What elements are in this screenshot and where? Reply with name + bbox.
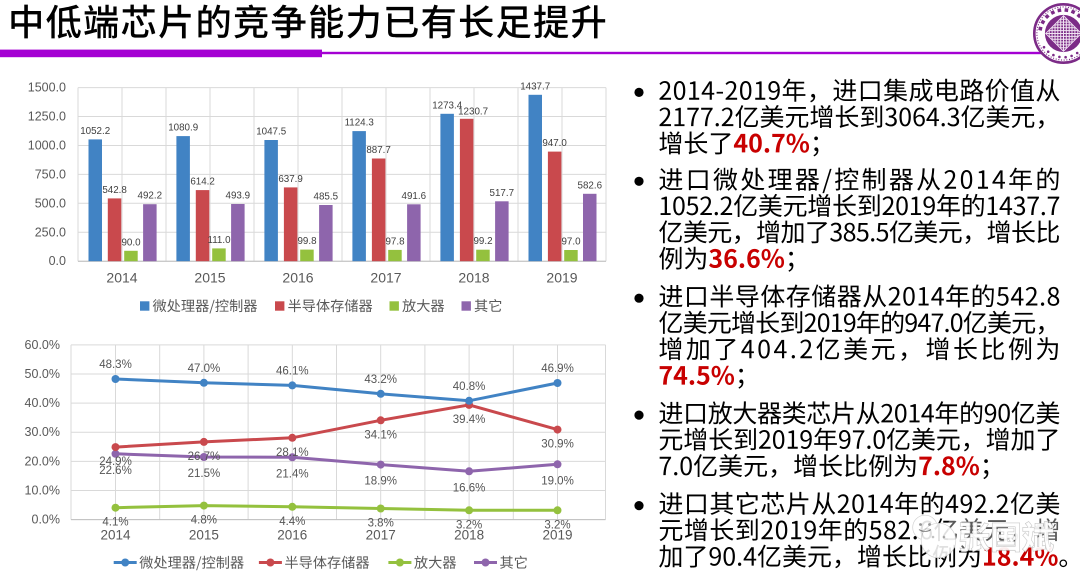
svg-text:19.0%: 19.0% [541, 475, 574, 487]
svg-text:492.2: 492.2 [138, 191, 163, 202]
svg-text:4.4%: 4.4% [279, 516, 305, 528]
svg-text:111.0: 111.0 [207, 235, 231, 246]
svg-text:1250.0: 1250.0 [28, 110, 66, 124]
svg-text:2014: 2014 [106, 270, 137, 286]
svg-text:947.0: 947.0 [542, 138, 567, 149]
svg-text:3.2%: 3.2% [456, 519, 482, 531]
svg-text:26.7%: 26.7% [188, 451, 221, 463]
svg-text:22.6%: 22.6% [99, 465, 132, 477]
svg-text:2017: 2017 [370, 270, 401, 286]
svg-text:2019: 2019 [542, 528, 572, 543]
svg-text:24.9%: 24.9% [99, 456, 132, 468]
svg-text:517.7: 517.7 [490, 188, 515, 199]
svg-text:99.2: 99.2 [473, 236, 492, 247]
svg-text:491.6: 491.6 [402, 191, 427, 202]
svg-text:1052.2: 1052.2 [80, 126, 110, 137]
svg-text:39.4%: 39.4% [453, 414, 486, 426]
svg-text:4.1%: 4.1% [102, 517, 128, 529]
svg-text:493.9: 493.9 [226, 191, 251, 202]
svg-text:250.0: 250.0 [35, 225, 66, 239]
svg-text:614.2: 614.2 [190, 177, 215, 188]
svg-text:48.3%: 48.3% [99, 359, 132, 371]
svg-text:2016: 2016 [277, 528, 307, 543]
svg-text:542.8: 542.8 [102, 185, 127, 196]
svg-text:1500.0: 1500.0 [28, 81, 66, 95]
svg-text:30.9%: 30.9% [541, 439, 574, 451]
svg-text:20.0%: 20.0% [25, 454, 60, 468]
svg-text:28.1%: 28.1% [276, 447, 309, 459]
svg-text:1047.5: 1047.5 [256, 127, 287, 138]
svg-text:50.0%: 50.0% [25, 367, 60, 381]
svg-text:2017: 2017 [366, 528, 396, 543]
svg-text:40.0%: 40.0% [25, 396, 60, 410]
svg-text:46.1%: 46.1% [276, 365, 309, 377]
svg-text:21.5%: 21.5% [188, 468, 221, 480]
svg-text:582.6: 582.6 [578, 180, 603, 191]
svg-text:0.0%: 0.0% [32, 513, 61, 527]
svg-text:99.8: 99.8 [297, 236, 317, 247]
svg-text:97.8: 97.8 [385, 236, 405, 247]
svg-text:1124.3: 1124.3 [345, 118, 375, 129]
svg-text:2014: 2014 [100, 528, 131, 543]
svg-text:2019: 2019 [546, 270, 577, 286]
svg-text:2015: 2015 [189, 528, 219, 543]
svg-text:1000.0: 1000.0 [28, 139, 66, 153]
svg-text:887.7: 887.7 [366, 145, 391, 156]
svg-text:40.8%: 40.8% [453, 381, 486, 393]
svg-text:1230.7: 1230.7 [458, 106, 488, 117]
svg-text:3.2%: 3.2% [544, 519, 570, 531]
svg-text:500.0: 500.0 [35, 196, 66, 210]
svg-text:30.0%: 30.0% [25, 425, 60, 439]
svg-text:10.0%: 10.0% [25, 484, 60, 498]
svg-text:750.0: 750.0 [35, 167, 66, 181]
svg-text:34.1%: 34.1% [364, 429, 397, 441]
svg-text:1437.7: 1437.7 [520, 81, 550, 92]
svg-text:3.8%: 3.8% [368, 518, 394, 530]
svg-text:16.6%: 16.6% [453, 482, 486, 494]
svg-text:97.0: 97.0 [561, 237, 581, 248]
svg-text:2015: 2015 [194, 270, 225, 286]
svg-text:43.2%: 43.2% [364, 374, 397, 386]
svg-text:1273.4: 1273.4 [432, 100, 463, 111]
svg-text:485.5: 485.5 [314, 192, 339, 203]
svg-text:60.0%: 60.0% [25, 338, 60, 352]
svg-text:46.9%: 46.9% [541, 363, 574, 375]
svg-text:1080.9: 1080.9 [168, 123, 198, 134]
svg-text:4.8%: 4.8% [191, 515, 217, 527]
svg-text:47.0%: 47.0% [188, 363, 221, 375]
svg-text:2018: 2018 [454, 528, 484, 543]
svg-text:18.9%: 18.9% [364, 476, 397, 488]
svg-text:637.9: 637.9 [278, 174, 303, 185]
svg-text:2016: 2016 [282, 270, 313, 286]
svg-text:21.4%: 21.4% [276, 468, 309, 480]
svg-text:2018: 2018 [458, 270, 489, 286]
svg-text:90.0: 90.0 [121, 237, 141, 248]
svg-text:0.0: 0.0 [49, 254, 66, 268]
